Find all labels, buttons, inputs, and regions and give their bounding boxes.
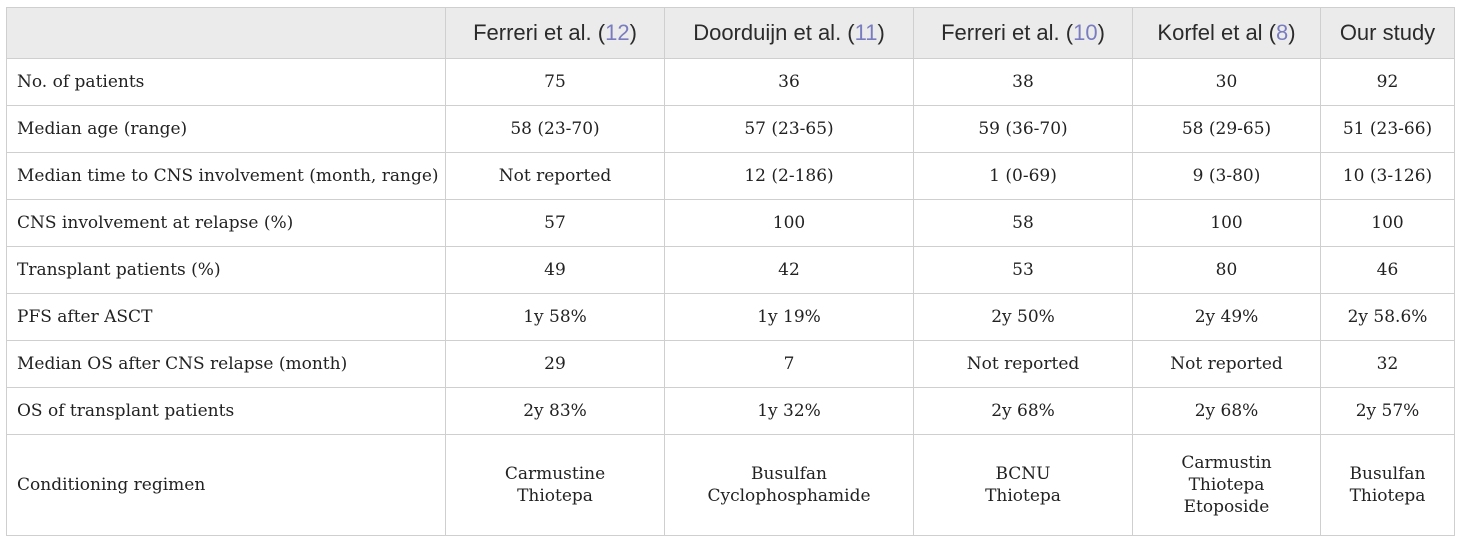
table-cell: 7	[664, 340, 914, 388]
row-label: Median age (range)	[6, 105, 446, 153]
table-row: No. of patients 75 36 38 30 92	[6, 58, 1455, 106]
table-cell: 1y 58%	[445, 293, 665, 341]
row-label: Median time to CNS involvement (month, r…	[6, 152, 446, 200]
header-corner	[6, 7, 446, 59]
column-paren: )	[1288, 20, 1296, 45]
table-cell: 75	[445, 58, 665, 106]
regimen-drug: Busulfan	[1349, 464, 1426, 484]
table-cell: 46	[1320, 246, 1455, 294]
table-cell: 2y 83%	[445, 387, 665, 435]
table-cell: 2y 57%	[1320, 387, 1455, 435]
column-header: Ferreri et al. (10)	[913, 7, 1133, 59]
table-row: Median time to CNS involvement (month, r…	[6, 152, 1455, 200]
column-paren: )	[1097, 20, 1105, 45]
table-cell: 1y 32%	[664, 387, 914, 435]
table-row: OS of transplant patients 2y 83% 1y 32% …	[6, 387, 1455, 435]
table-cell: 92	[1320, 58, 1455, 106]
table-cell: 10 (3-126)	[1320, 152, 1455, 200]
column-header: Doorduijn et al. (11)	[664, 7, 914, 59]
regimen-drug: Etoposide	[1183, 497, 1270, 517]
table-cell: 30	[1132, 58, 1321, 106]
reference-link[interactable]: 10	[1073, 20, 1098, 45]
row-label: No. of patients	[6, 58, 446, 106]
column-author: Korfel et al (	[1157, 20, 1277, 45]
table-cell: 2y 68%	[913, 387, 1133, 435]
table-row: Median OS after CNS relapse (month) 29 7…	[6, 340, 1455, 388]
regimen-drug: Thiotepa	[1349, 486, 1426, 506]
table-cell: 12 (2-186)	[664, 152, 914, 200]
regimen-drug: Cyclophosphamide	[707, 486, 871, 506]
table-cell: Not reported	[913, 340, 1133, 388]
table-cell: 51 (23-66)	[1320, 105, 1455, 153]
table-cell: 58 (29-65)	[1132, 105, 1321, 153]
table-cell: 38	[913, 58, 1133, 106]
table-cell: 42	[664, 246, 914, 294]
table-cell: 100	[1320, 199, 1455, 247]
table-cell: 59 (36-70)	[913, 105, 1133, 153]
table-cell: 80	[1132, 246, 1321, 294]
table-cell: 2y 49%	[1132, 293, 1321, 341]
column-author: Our study	[1339, 20, 1436, 45]
row-label: Conditioning regimen	[6, 434, 446, 536]
table-cell: 49	[445, 246, 665, 294]
row-label: Median OS after CNS relapse (month)	[6, 340, 446, 388]
regimen-drug: Thiotepa	[517, 486, 593, 506]
table-cell: 58 (23-70)	[445, 105, 665, 153]
column-header: Our study	[1320, 7, 1455, 59]
table-row: Transplant patients (%) 49 42 53 80 46	[6, 246, 1455, 294]
column-author: Ferreri et al. (	[941, 20, 1074, 45]
row-label: Transplant patients (%)	[6, 246, 446, 294]
column-header: Korfel et al (8)	[1132, 7, 1321, 59]
table-cell: Not reported	[445, 152, 665, 200]
table-cell: Carmustine Thiotepa	[445, 434, 665, 536]
table-cell: 57 (23-65)	[664, 105, 914, 153]
table-cell: 2y 68%	[1132, 387, 1321, 435]
row-label: PFS after ASCT	[6, 293, 446, 341]
regimen-drug: Thiotepa	[985, 486, 1061, 506]
table-cell: Busulfan Cyclophosphamide	[664, 434, 914, 536]
table-cell: Not reported	[1132, 340, 1321, 388]
table-cell: 100	[664, 199, 914, 247]
column-author: Doorduijn et al. (	[693, 20, 855, 45]
regimen-drug: Busulfan	[751, 464, 827, 484]
table-cell: 1 (0-69)	[913, 152, 1133, 200]
header-row: Ferreri et al. (12) Doorduijn et al. (11…	[6, 7, 1455, 59]
table-cell: 32	[1320, 340, 1455, 388]
comparison-table: Ferreri et al. (12) Doorduijn et al. (11…	[6, 7, 1455, 536]
table-cell: 29	[445, 340, 665, 388]
column-paren: )	[877, 20, 885, 45]
column-header: Ferreri et al. (12)	[445, 7, 665, 59]
table-row: CNS involvement at relapse (%) 57 100 58…	[6, 199, 1455, 247]
table-row: Median age (range) 58 (23-70) 57 (23-65)…	[6, 105, 1455, 153]
regimen-drug: Thiotepa	[1188, 475, 1265, 495]
table-cell: 58	[913, 199, 1133, 247]
reference-link[interactable]: 11	[854, 20, 878, 45]
table-cell: 36	[664, 58, 914, 106]
table-cell: 53	[913, 246, 1133, 294]
table-cell: Carmustin Thiotepa Etoposide	[1132, 434, 1321, 536]
table-cell: Busulfan Thiotepa	[1320, 434, 1455, 536]
table-row: PFS after ASCT 1y 58% 1y 19% 2y 50% 2y 4…	[6, 293, 1455, 341]
table-cell: 2y 50%	[913, 293, 1133, 341]
reference-link[interactable]: 12	[605, 20, 630, 45]
table-cell: 1y 19%	[664, 293, 914, 341]
regimen-drug: Carmustine	[504, 464, 606, 484]
column-author: Ferreri et al. (	[473, 20, 606, 45]
table-cell: 57	[445, 199, 665, 247]
reference-link[interactable]: 8	[1276, 20, 1289, 45]
table-cell: 9 (3-80)	[1132, 152, 1321, 200]
table-cell: 2y 58.6%	[1320, 293, 1455, 341]
column-paren: )	[629, 20, 637, 45]
row-label: CNS involvement at relapse (%)	[6, 199, 446, 247]
table-cell: BCNU Thiotepa	[913, 434, 1133, 536]
regimen-drug: Carmustin	[1181, 453, 1272, 473]
regimen-drug: BCNU	[995, 464, 1051, 484]
table-cell: 100	[1132, 199, 1321, 247]
table-row-conditioning: Conditioning regimen Carmustine Thiotepa…	[6, 434, 1455, 536]
row-label: OS of transplant patients	[6, 387, 446, 435]
